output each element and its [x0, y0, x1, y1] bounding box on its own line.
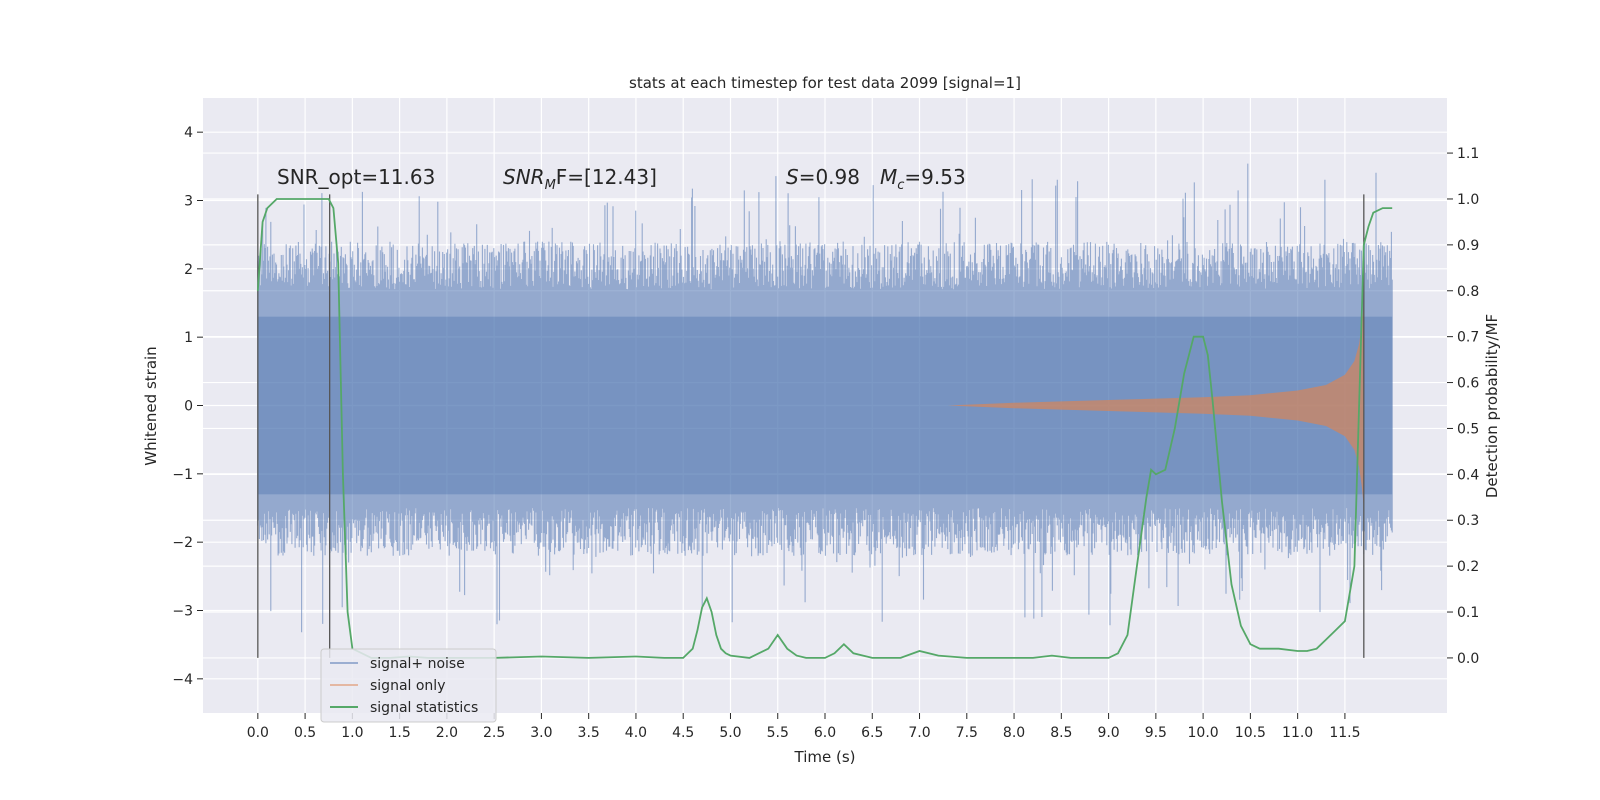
y-tick-label-3: −1	[172, 467, 193, 483]
y2-tick-label-9: 0.9	[1457, 238, 1479, 254]
y2-tick-label-2: 0.2	[1457, 559, 1479, 575]
left-axis-ticks: −4 −3 −2 −1 0 1 2 3 4	[172, 125, 203, 688]
legend-label-signal-only: signal only	[370, 678, 445, 694]
x-tick-label-0: 0.0	[247, 725, 269, 741]
mc-value: =9.53	[904, 165, 965, 189]
x-tick-label-20: 10.0	[1188, 725, 1219, 741]
legend: signal+ noise signal only signal statist…	[320, 648, 497, 723]
y-tick-label-8: 4	[184, 125, 193, 141]
legend-label-signal-noise: signal+ noise	[370, 656, 465, 672]
mc-annotation: Mc=9.53	[880, 165, 966, 193]
x-tick-label-11: 5.5	[767, 725, 789, 741]
y2-tick-label-11: 1.1	[1457, 146, 1479, 162]
s-label: S	[786, 165, 799, 189]
x-tick-label-5: 2.5	[483, 725, 505, 741]
x-tick-label-10: 5.0	[719, 725, 741, 741]
y2-tick-label-5: 0.5	[1457, 421, 1479, 437]
signal-only-envelope	[947, 303, 1364, 508]
y2-tick-label-3: 0.3	[1457, 513, 1479, 529]
y2-tick-label-0: 0.0	[1457, 651, 1479, 667]
x-tick-label-1: 0.5	[294, 725, 316, 741]
x-tick-label-15: 7.5	[956, 725, 978, 741]
y2-axis-label: Detection probability/MF	[1483, 314, 1501, 498]
s-annotation: S=0.98	[786, 165, 860, 189]
mc-label: M	[880, 165, 897, 189]
y-tick-label-6: 2	[184, 262, 193, 278]
x-tick-label-7: 3.5	[578, 725, 600, 741]
s-value: =0.98	[799, 165, 860, 189]
y2-tick-label-7: 0.7	[1457, 330, 1479, 346]
x-tick-label-16: 8.0	[1003, 725, 1025, 741]
snr-mf-value: F=[12.43]	[556, 165, 657, 189]
x-tick-label-6: 3.0	[530, 725, 552, 741]
x-tick-label-17: 8.5	[1050, 725, 1072, 741]
y2-tick-label-10: 1.0	[1457, 192, 1479, 208]
y2-tick-label-4: 0.4	[1457, 467, 1479, 483]
y-axis-label: Whitened strain	[142, 346, 160, 465]
legend-box	[320, 648, 497, 723]
snr-opt-annotation: SNR_opt=11.63	[277, 165, 435, 189]
y-tick-label-1: −3	[172, 604, 193, 620]
x-tick-label-21: 10.5	[1235, 725, 1266, 741]
y2-tick-label-1: 0.1	[1457, 605, 1479, 621]
x-tick-label-18: 9.0	[1097, 725, 1119, 741]
x-tick-label-23: 11.5	[1329, 725, 1360, 741]
x-tick-label-4: 2.0	[436, 725, 458, 741]
x-tick-label-14: 7.0	[908, 725, 930, 741]
snr-mf-annotation: SNRMF=[12.43]	[503, 165, 657, 193]
x-tick-label-8: 4.0	[625, 725, 647, 741]
mc-subscript: c	[897, 178, 904, 193]
y-tick-label-2: −2	[172, 535, 193, 551]
y-tick-label-7: 3	[184, 194, 193, 210]
chart-title: stats at each timestep for test data 209…	[629, 74, 1021, 92]
x-tick-label-12: 6.0	[814, 725, 836, 741]
x-tick-label-9: 4.5	[672, 725, 694, 741]
y2-tick-label-6: 0.6	[1457, 376, 1479, 392]
snr-mf-label: SNR	[503, 165, 545, 189]
y-tick-label-5: 1	[184, 330, 193, 346]
x-tick-label-3: 1.5	[388, 725, 410, 741]
legend-label-signal-statistics: signal statistics	[370, 700, 478, 716]
y-tick-label-0: −4	[172, 672, 193, 688]
x-tick-label-22: 11.0	[1282, 725, 1313, 741]
right-axis-ticks: 0.0 0.1 0.2 0.3 0.4 0.5 0.6 0.7 0.8 0.9 1.0 1.1	[1447, 146, 1479, 667]
x-tick-label-2: 1.0	[341, 725, 363, 741]
x-tick-label-19: 9.5	[1145, 725, 1167, 741]
snr-mf-subscript: M	[545, 178, 556, 193]
x-axis-label: Time (s)	[794, 748, 856, 766]
y-tick-label-4: 0	[184, 399, 193, 415]
x-axis-ticks: 0.0 0.5 1.0 1.5 2.0 2.5 3.0 3.5 4.0 4.5 5.0 5.5 6.0 6…	[247, 713, 1360, 741]
y2-tick-label-8: 0.8	[1457, 284, 1479, 300]
x-tick-label-13: 6.5	[861, 725, 883, 741]
